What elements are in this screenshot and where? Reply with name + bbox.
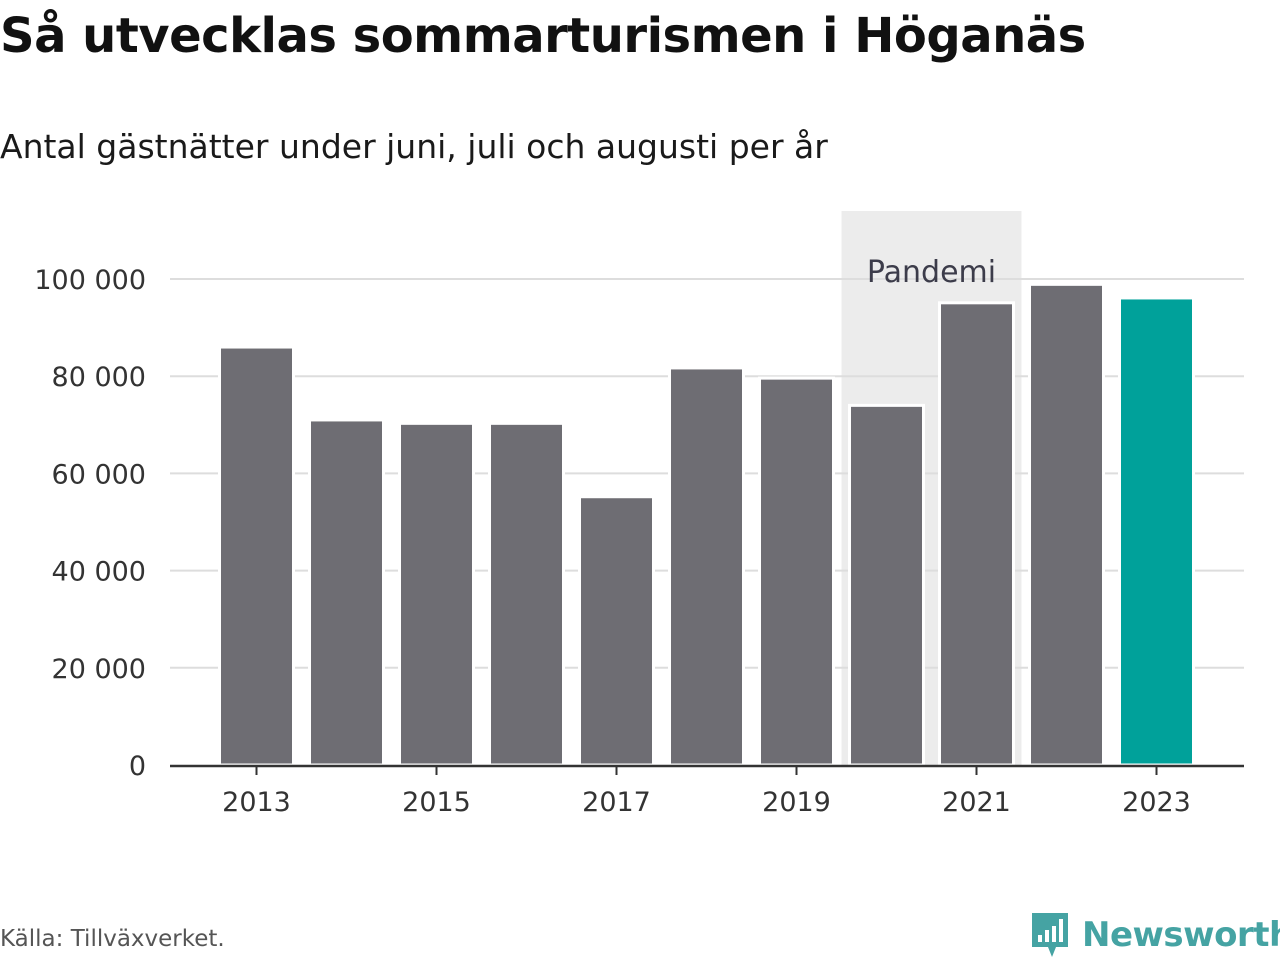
- bar-2019: [758, 376, 835, 767]
- y-tick-label: 60 000: [52, 459, 146, 490]
- bar-2016: [488, 421, 565, 767]
- x-tick-label: 2017: [582, 787, 651, 818]
- y-tick-label: 0: [129, 751, 146, 782]
- bar-2014: [308, 418, 385, 767]
- x-tick-label: 2013: [222, 787, 291, 818]
- source-note: Källa: Tillväxverket.: [0, 926, 225, 952]
- y-tick-label: 20 000: [52, 654, 146, 685]
- y-tick-label: 80 000: [52, 362, 146, 393]
- bar-2015: [398, 421, 475, 767]
- newsworthy-logo[interactable]: Newsworthy: [1030, 910, 1280, 960]
- x-tick-label: 2021: [942, 787, 1011, 818]
- newsworthy-logo-text: Newsworthy: [1082, 915, 1280, 955]
- x-tick-label: 2015: [402, 787, 471, 818]
- bar-2017: [578, 495, 655, 767]
- bar-2018: [668, 366, 745, 767]
- bar-2022: [1028, 282, 1105, 767]
- bar-2023: [1118, 296, 1195, 767]
- bar-2013: [218, 345, 295, 767]
- bar-2020: [848, 403, 925, 767]
- y-tick-label: 40 000: [52, 557, 146, 588]
- newsworthy-logo-icon: [1032, 913, 1068, 957]
- chart-subtitle: Antal gästnätter under juni, juli och au…: [0, 127, 828, 166]
- y-tick-label: 100 000: [34, 265, 146, 296]
- bar-2021: [938, 301, 1015, 767]
- pandemic-label: Pandemi: [867, 255, 996, 290]
- chart-title: Så utvecklas sommarturismen i Höganäs: [0, 8, 1086, 64]
- bar-chart: Pandemi 0 20 000 40 000 60 000 80 000 100 000 2…: [34, 211, 1244, 818]
- x-tick-label: 2019: [762, 787, 831, 818]
- x-tick-label: 2023: [1122, 787, 1191, 818]
